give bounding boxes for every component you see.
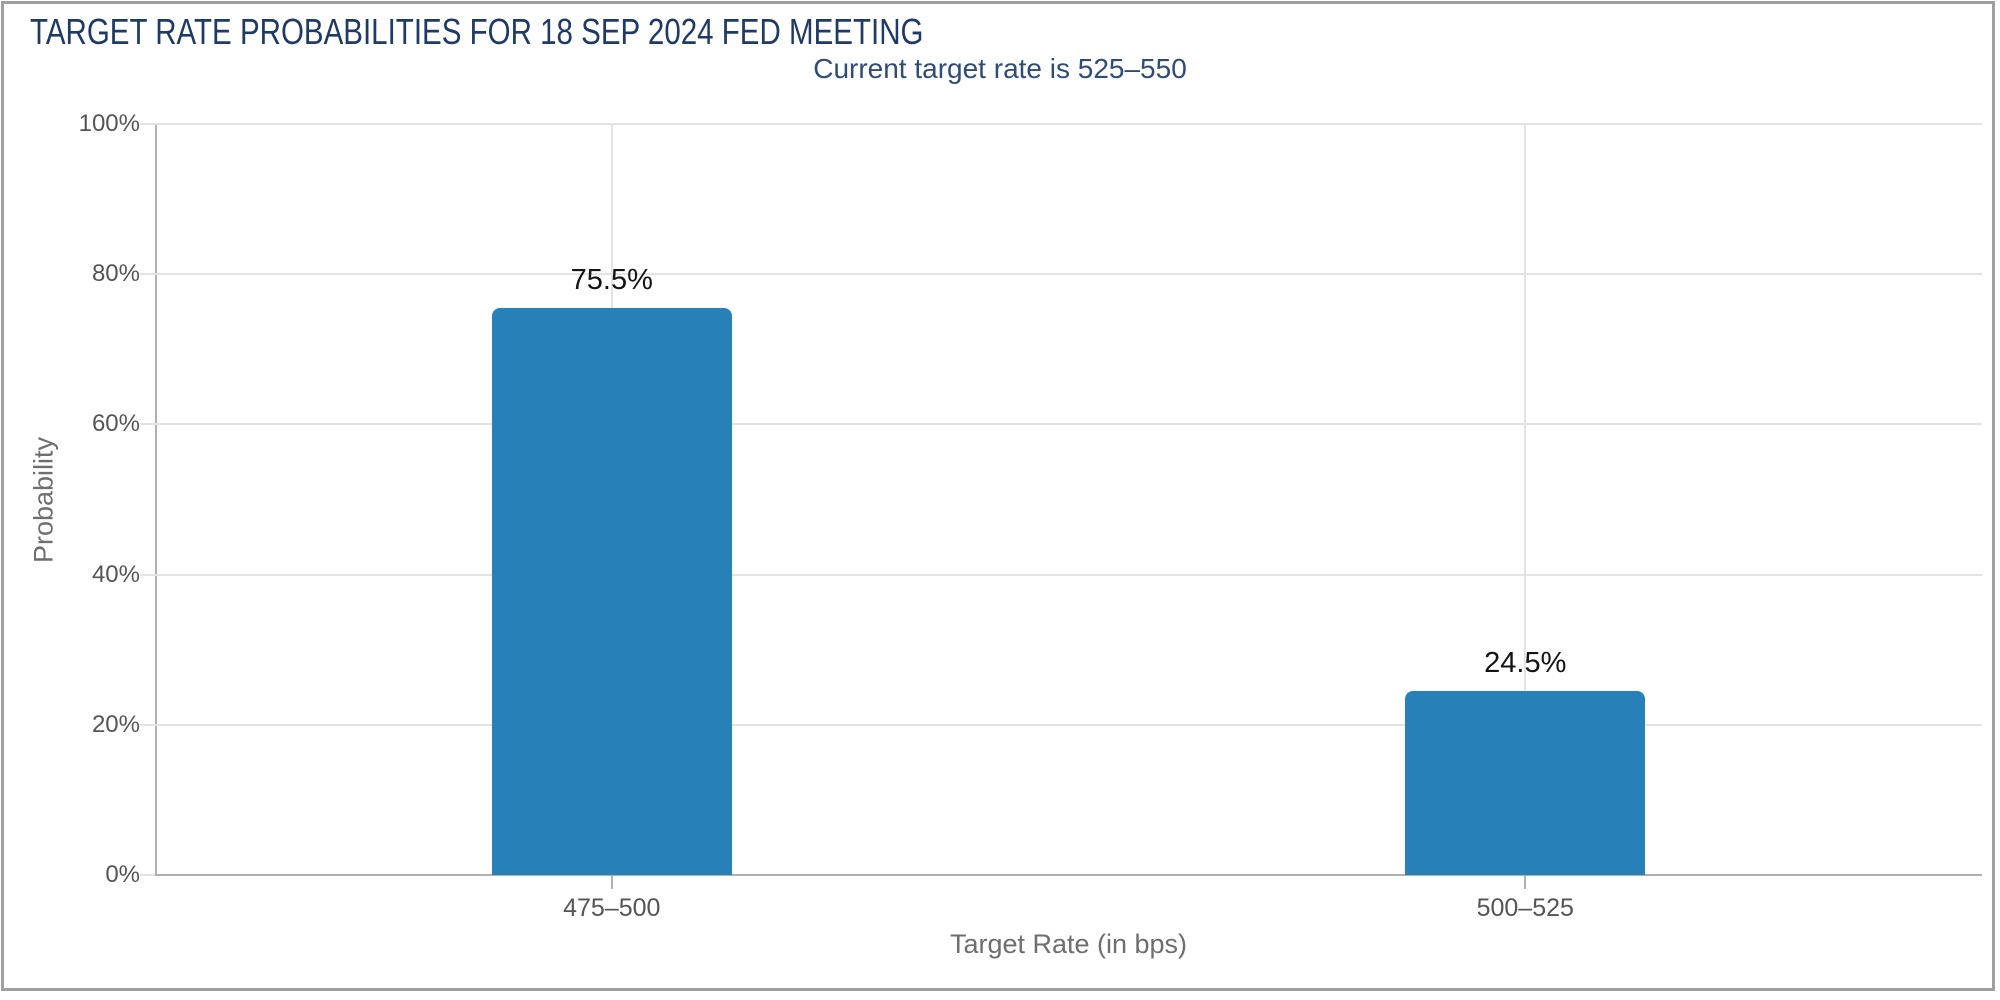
y-tick-mark-60 bbox=[140, 423, 155, 426]
x-tick-mark-1 bbox=[610, 876, 613, 889]
y-tick-mark-20 bbox=[140, 723, 155, 726]
bar-500-525[interactable] bbox=[1405, 691, 1646, 875]
x-tick-label-2: 500–525 bbox=[1476, 894, 1574, 922]
h-gridline-60 bbox=[155, 423, 1982, 426]
h-gridline-20 bbox=[155, 723, 1982, 726]
y-tick-mark-40 bbox=[140, 573, 155, 576]
y-tick-mark-100 bbox=[140, 123, 155, 125]
y-tick-label-80: 80% bbox=[91, 260, 140, 288]
y-tick-label-100: 100% bbox=[78, 110, 140, 137]
bar-475-500[interactable] bbox=[491, 307, 732, 875]
x-tick-label-1: 475–500 bbox=[563, 894, 661, 922]
bar-value-label-1: 75.5% bbox=[570, 263, 653, 296]
y-tick-mark-80 bbox=[140, 273, 155, 276]
chart-title: TARGET RATE PROBABILITIES FOR 18 SEP 202… bbox=[30, 11, 924, 52]
x-axis-line bbox=[155, 874, 1982, 876]
v-gridline-2 bbox=[1524, 124, 1527, 875]
bar-value-label-2: 24.5% bbox=[1484, 647, 1567, 679]
h-gridline-40 bbox=[155, 573, 1982, 576]
y-tick-mark-0 bbox=[140, 874, 155, 876]
plot-area: 75.5% 24.5% bbox=[155, 123, 1982, 876]
y-axis-line bbox=[155, 124, 157, 875]
y-tick-label-60: 60% bbox=[91, 410, 140, 438]
h-gridline-100 bbox=[155, 123, 1982, 125]
y-tick-label-40: 40% bbox=[91, 560, 140, 588]
x-tick-mark-2 bbox=[1524, 876, 1527, 889]
y-tick-label-20: 20% bbox=[91, 710, 140, 738]
y-axis-title: Probability bbox=[28, 436, 59, 564]
y-tick-label-0: 0% bbox=[105, 861, 140, 888]
h-gridline-80 bbox=[155, 273, 1982, 276]
x-axis-title: Target Rate (in bps) bbox=[949, 929, 1188, 959]
chart-subtitle: Current target rate is 525–550 bbox=[813, 53, 1187, 84]
